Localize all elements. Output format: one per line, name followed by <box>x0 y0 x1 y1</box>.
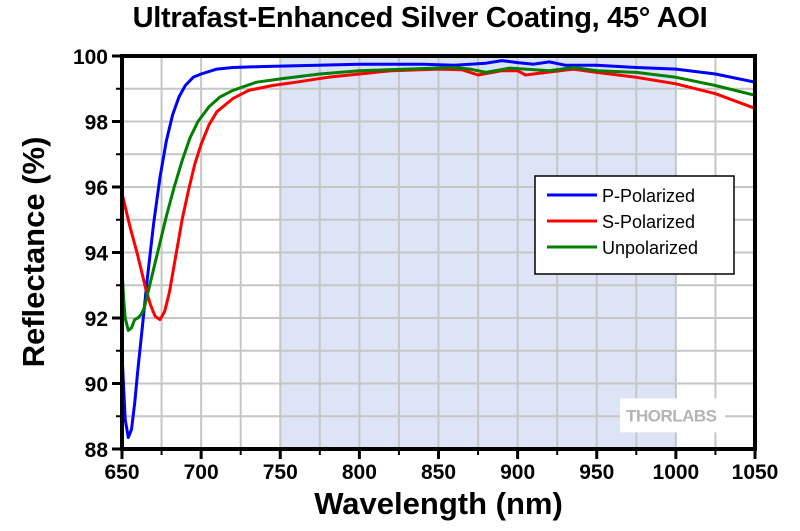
x-tick-label: 900 <box>500 461 535 484</box>
y-tick-label: 100 <box>73 46 108 69</box>
legend: P-Polarized S-Polarized Unpolarized <box>534 175 735 275</box>
watermark-layer: THORLABS <box>620 398 726 433</box>
legend-label: P-Polarized <box>602 186 695 206</box>
watermark-text: THORLABS <box>626 406 717 425</box>
y-tick-label: 90 <box>85 374 108 397</box>
y-tick-label: 96 <box>85 177 108 200</box>
legend-box <box>534 175 735 275</box>
x-tick-label: 700 <box>184 461 219 484</box>
y-tick-label: 94 <box>85 243 109 266</box>
grid-layer <box>122 56 755 449</box>
x-tick-label: 850 <box>421 461 456 484</box>
series-line-s-polarized <box>122 67 755 322</box>
series-line-p-polarized <box>122 59 755 439</box>
x-tick-label: 800 <box>342 461 377 484</box>
y-tick-label: 98 <box>85 112 109 135</box>
x-axis-label: Wavelength (nm) <box>314 486 563 521</box>
x-tick-label: 1000 <box>653 461 700 484</box>
x-tick-label: 950 <box>579 461 614 484</box>
legend-label: Unpolarized <box>602 238 698 258</box>
ticks-layer: 650 700 750 800 850 900 950 1000 1050 88 90 92 94 96 9… <box>73 46 778 484</box>
x-tick-label: 650 <box>104 461 139 484</box>
y-tick-label: 88 <box>85 439 109 462</box>
chart-title: Ultrafast-Enhanced Silver Coating, 45° A… <box>132 2 708 34</box>
series-line-unpolarized <box>122 66 755 332</box>
watermark-bg <box>620 398 726 433</box>
x-tick-label: 1050 <box>732 461 779 484</box>
y-tick-label: 92 <box>85 308 108 331</box>
legend-label: S-Polarized <box>602 212 695 232</box>
x-tick-label: 750 <box>263 461 298 484</box>
series-layer <box>122 59 755 439</box>
